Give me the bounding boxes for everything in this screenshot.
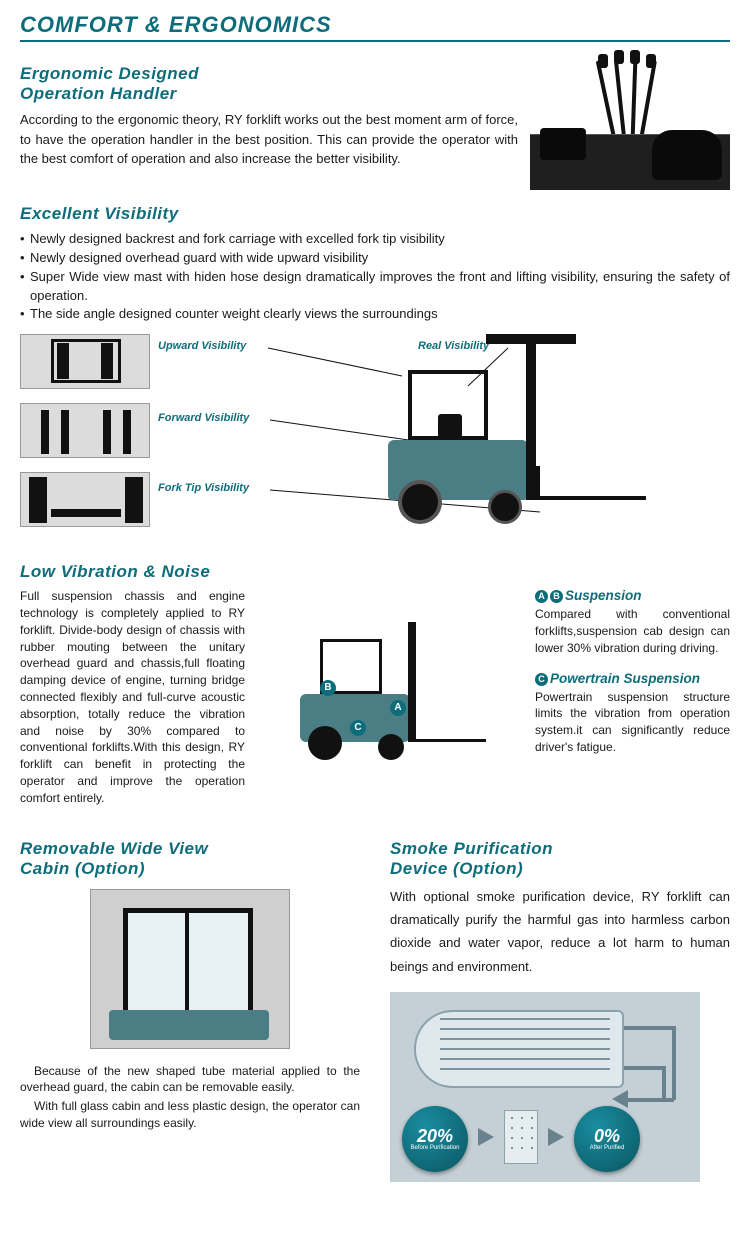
visibility-diagram: Upward Visibility Forward Visibility For… <box>20 334 730 544</box>
section-body: With optional smoke purification device,… <box>390 885 730 979</box>
sub-heading: CPowertrain Suspension <box>535 671 730 686</box>
section-body: Full suspension chassis and engine techn… <box>20 588 245 806</box>
sub-heading-text: Suspension <box>565 588 642 603</box>
badge-value: 20% <box>402 1127 468 1145</box>
thumb-forktip <box>20 472 150 527</box>
page-title-text: COMFORT & ERGONOMICS <box>20 12 332 38</box>
section-removable-cabin: Removable Wide View Cabin (Option) Becau… <box>20 825 360 1183</box>
label-forktip: Fork Tip Visibility <box>158 482 249 494</box>
heading-line: Removable Wide View <box>20 839 208 858</box>
filter-icon <box>504 1110 538 1164</box>
section-smoke-purification: Smoke Purification Device (Option) With … <box>390 825 730 1183</box>
smoke-diagram: 20% Before Purification 0% After Purifie… <box>390 992 700 1182</box>
badge-after: 0% After Purified <box>574 1106 640 1172</box>
section-low-vibration: Full suspension chassis and engine techn… <box>20 588 730 806</box>
heading-line: Operation Handler <box>20 84 177 103</box>
visibility-bullets: Newly designed backrest and fork carriag… <box>20 230 730 324</box>
section-body: According to the ergonomic theory, RY fo… <box>20 110 518 169</box>
section-heading: Removable Wide View Cabin (Option) <box>20 839 360 879</box>
thumb-upward <box>20 334 150 389</box>
heading-line: Smoke Purification <box>390 839 553 858</box>
section-heading: Ergonomic Designed Operation Handler <box>20 64 518 104</box>
label-upward: Upward Visibility <box>158 340 246 352</box>
list-item: Super Wide view mast with hiden hose des… <box>20 268 730 306</box>
sub-heading-text: Powertrain Suspension <box>550 671 700 686</box>
forklift-callout-illustration: A B C <box>290 622 490 772</box>
badge-label: Before Purification <box>402 1145 468 1152</box>
page-title: COMFORT & ERGONOMICS <box>20 12 730 42</box>
sub-heading: ABSuspension <box>535 588 730 603</box>
badge-before: 20% Before Purification <box>402 1106 468 1172</box>
section-heading: Low Vibration & Noise <box>20 562 730 582</box>
list-item: Newly designed backrest and fork carriag… <box>20 230 730 249</box>
cabin-photo <box>90 889 290 1049</box>
heading-line: Ergonomic Designed <box>20 64 199 83</box>
badge-value: 0% <box>574 1127 640 1145</box>
section-ergonomic: Ergonomic Designed Operation Handler Acc… <box>20 50 730 190</box>
heading-line: Device (Option) <box>390 859 523 878</box>
label-forward: Forward Visibility <box>158 412 249 424</box>
section-heading: Smoke Purification Device (Option) <box>390 839 730 879</box>
section-body: With full glass cabin and less plastic d… <box>20 1098 360 1132</box>
badge-label: After Purified <box>574 1145 640 1152</box>
list-item: Newly designed overhead guard with wide … <box>20 249 730 268</box>
list-item: The side angle designed counter weight c… <box>20 305 730 324</box>
thumb-forward <box>20 403 150 458</box>
sub-body: Compared with conventional forklifts,sus… <box>535 606 730 656</box>
heading-line: Cabin (Option) <box>20 859 145 878</box>
forklift-side-illustration <box>358 340 668 540</box>
section-heading: Excellent Visibility <box>20 204 730 224</box>
bottom-row: Removable Wide View Cabin (Option) Becau… <box>20 825 730 1183</box>
handler-photo <box>530 50 730 190</box>
section-body: Because of the new shaped tube material … <box>20 1063 360 1097</box>
sub-body: Powertrain suspension structure limits t… <box>535 689 730 756</box>
